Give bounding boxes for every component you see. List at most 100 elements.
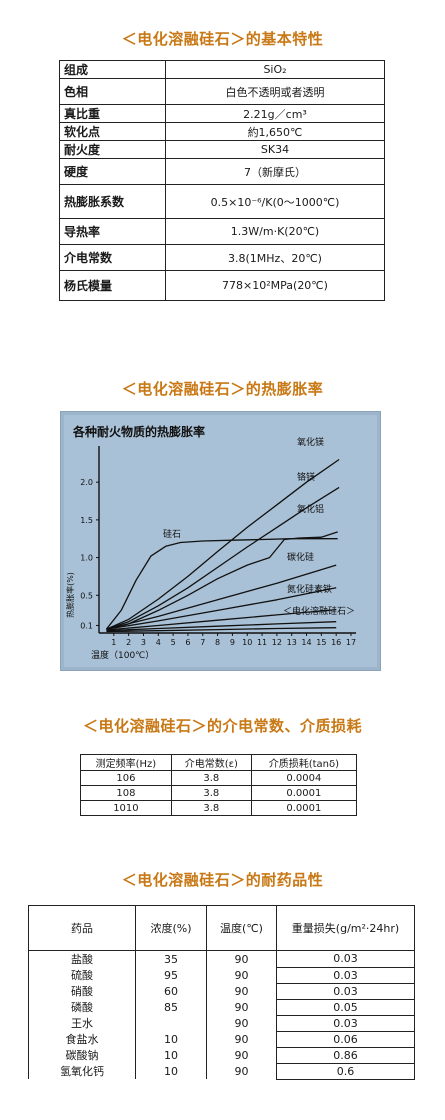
row-frequency: 106	[80, 770, 172, 786]
series-label: 硅石	[163, 528, 181, 540]
row-frequency: 108	[80, 785, 172, 801]
row-concentration	[135, 1015, 207, 1031]
chemical-header-row: 药品 浓度(%) 温度(℃) 重量损失(g/m²·24hr)	[28, 905, 415, 951]
x-axis-label: 温度（100℃）	[91, 649, 154, 661]
series-line	[105, 538, 338, 630]
dielectric-row: 108 3.8 0.0001	[80, 785, 358, 801]
chemical-row: 氢氧化钙 10 90 0.6	[28, 1062, 415, 1080]
property-value: SiO₂	[165, 60, 385, 79]
x-tick-label: 5	[171, 638, 176, 647]
row-chemical: 硫酸	[28, 967, 136, 983]
heading-dielectric: ＜电化溶融硅石＞的介电常数、介质损耗	[82, 717, 362, 735]
row-weight-loss: 0.03	[276, 950, 415, 968]
row-temperature: 90	[206, 1063, 277, 1079]
property-row: 组成 SiO₂	[59, 60, 385, 79]
chemical-row: 硝酸 60 90 0.03	[28, 982, 415, 1000]
x-tick-label: 1	[111, 638, 116, 647]
x-tick-label: 16	[331, 638, 341, 647]
series-line	[106, 621, 337, 632]
header-concentration: 浓度(%)	[135, 905, 207, 951]
property-value: 約1,650℃	[165, 122, 385, 141]
y-tick-label: 2.0	[80, 478, 93, 487]
x-tick-label: 14	[301, 638, 311, 647]
x-tick-label: 10	[242, 638, 252, 647]
chemical-row: 硫酸 95 90 0.03	[28, 966, 415, 984]
row-permittivity: 3.8	[170, 800, 252, 816]
dielectric-table: 测定频率(Hz) 介电常数(ε) 介质损耗(tanδ) 106 3.8 0.0004…	[80, 754, 358, 816]
row-chemical: 氢氧化钙	[28, 1063, 136, 1079]
row-weight-loss: 0.6	[276, 1062, 415, 1080]
row-concentration: 95	[135, 967, 207, 983]
property-label: 杨氏模量	[59, 270, 166, 301]
x-tick-label: 4	[156, 638, 161, 647]
property-label: 导热率	[59, 218, 166, 245]
x-tick-label: 15	[316, 638, 326, 647]
x-tick-label: 9	[230, 638, 235, 647]
series-label: 氧化铝	[297, 503, 324, 515]
row-permittivity: 3.8	[170, 785, 252, 801]
chemical-row: 盐酸 35 90 0.03	[28, 950, 415, 968]
row-weight-loss: 0.03	[276, 966, 415, 984]
header-loss: 介质损耗(tanδ)	[250, 754, 358, 771]
heading-basic: ＜电化溶融硅石＞的基本特性	[121, 30, 324, 48]
chart-title: 各种耐火物质的热膨胀率	[72, 424, 205, 439]
property-label: 软化点	[59, 122, 166, 141]
chemical-resistance-table: 药品 浓度(%) 温度(℃) 重量损失(g/m²·24hr) 盐酸 35 90 0.0…	[28, 905, 415, 1080]
row-permittivity: 3.8	[170, 770, 252, 786]
property-value: 1.3W/m·K(20℃)	[165, 218, 385, 245]
property-row: 色相 白色不透明或者透明	[59, 78, 385, 105]
row-temperature: 90	[206, 999, 277, 1015]
heading-chemical: ＜电化溶融硅石＞的耐药品性	[121, 871, 324, 889]
row-concentration: 10	[135, 1047, 207, 1063]
x-tick-label: 13	[287, 638, 297, 647]
header-weight-loss: 重量损失(g/m²·24hr)	[276, 905, 415, 951]
series-label: 碳化硅	[287, 551, 314, 563]
row-temperature: 90	[206, 1015, 277, 1031]
x-tick-label: 6	[185, 638, 190, 647]
property-row: 软化点 約1,650℃	[59, 122, 385, 141]
property-value: 白色不透明或者透明	[165, 78, 385, 105]
x-tick-label: 12	[272, 638, 282, 647]
series-line	[106, 564, 337, 630]
series-label: 铬镁	[297, 471, 315, 483]
series-line	[106, 458, 340, 630]
row-concentration: 10	[135, 1063, 207, 1079]
chemical-row: 碳酸钠 10 90 0.86	[28, 1046, 415, 1064]
row-temperature: 90	[206, 983, 277, 999]
row-concentration: 85	[135, 999, 207, 1015]
x-tick-label: 3	[141, 638, 146, 647]
basic-properties-table: 组成 SiO₂ 色相 白色不透明或者透明 真比重 2.21g／cm³ 软化点 約1,650℃ 耐…	[59, 60, 385, 301]
y-axis-label: 热膨胀率(%)	[65, 572, 75, 618]
property-value: 0.5×10⁻⁶/K(0～1000℃)	[165, 184, 385, 219]
property-row: 真比重 2.21g／cm³	[59, 104, 385, 123]
property-label: 组成	[59, 60, 166, 79]
x-tick-label: 11	[257, 638, 267, 647]
row-concentration: 60	[135, 983, 207, 999]
row-temperature: 90	[206, 1031, 277, 1047]
property-label: 真比重	[59, 104, 166, 123]
property-label: 介电常数	[59, 244, 166, 271]
y-tick-label: 0.1	[80, 621, 93, 630]
property-row: 耐火度 SK34	[59, 140, 385, 159]
row-concentration: 10	[135, 1031, 207, 1047]
row-weight-loss: 0.06	[276, 1030, 415, 1048]
series-line	[106, 608, 337, 631]
row-weight-loss: 0.03	[276, 1014, 415, 1032]
property-row: 硬度 7（新摩氏）	[59, 158, 385, 185]
series-label: 氮化硅素铁	[287, 583, 332, 595]
property-value: 2.21g／cm³	[165, 104, 385, 123]
x-tick-label: 2	[126, 638, 131, 647]
row-chemical: 食盐水	[28, 1031, 136, 1047]
x-tick-label: 7	[200, 638, 205, 647]
header-permittivity: 介电常数(ε)	[170, 754, 252, 771]
series-line	[106, 627, 337, 633]
property-row: 介电常数 3.8(1MHz、20℃)	[59, 244, 385, 271]
dielectric-row: 1010 3.8 0.0001	[80, 800, 358, 816]
row-chemical: 碳酸钠	[28, 1047, 136, 1063]
y-tick-label: 0.5	[80, 591, 93, 600]
series-line	[106, 486, 340, 630]
heading-expansion: ＜电化溶融硅石＞的热膨胀率	[121, 380, 324, 398]
row-weight-loss: 0.86	[276, 1046, 415, 1064]
row-frequency: 1010	[80, 800, 172, 816]
property-label: 热膨胀系数	[59, 184, 166, 219]
